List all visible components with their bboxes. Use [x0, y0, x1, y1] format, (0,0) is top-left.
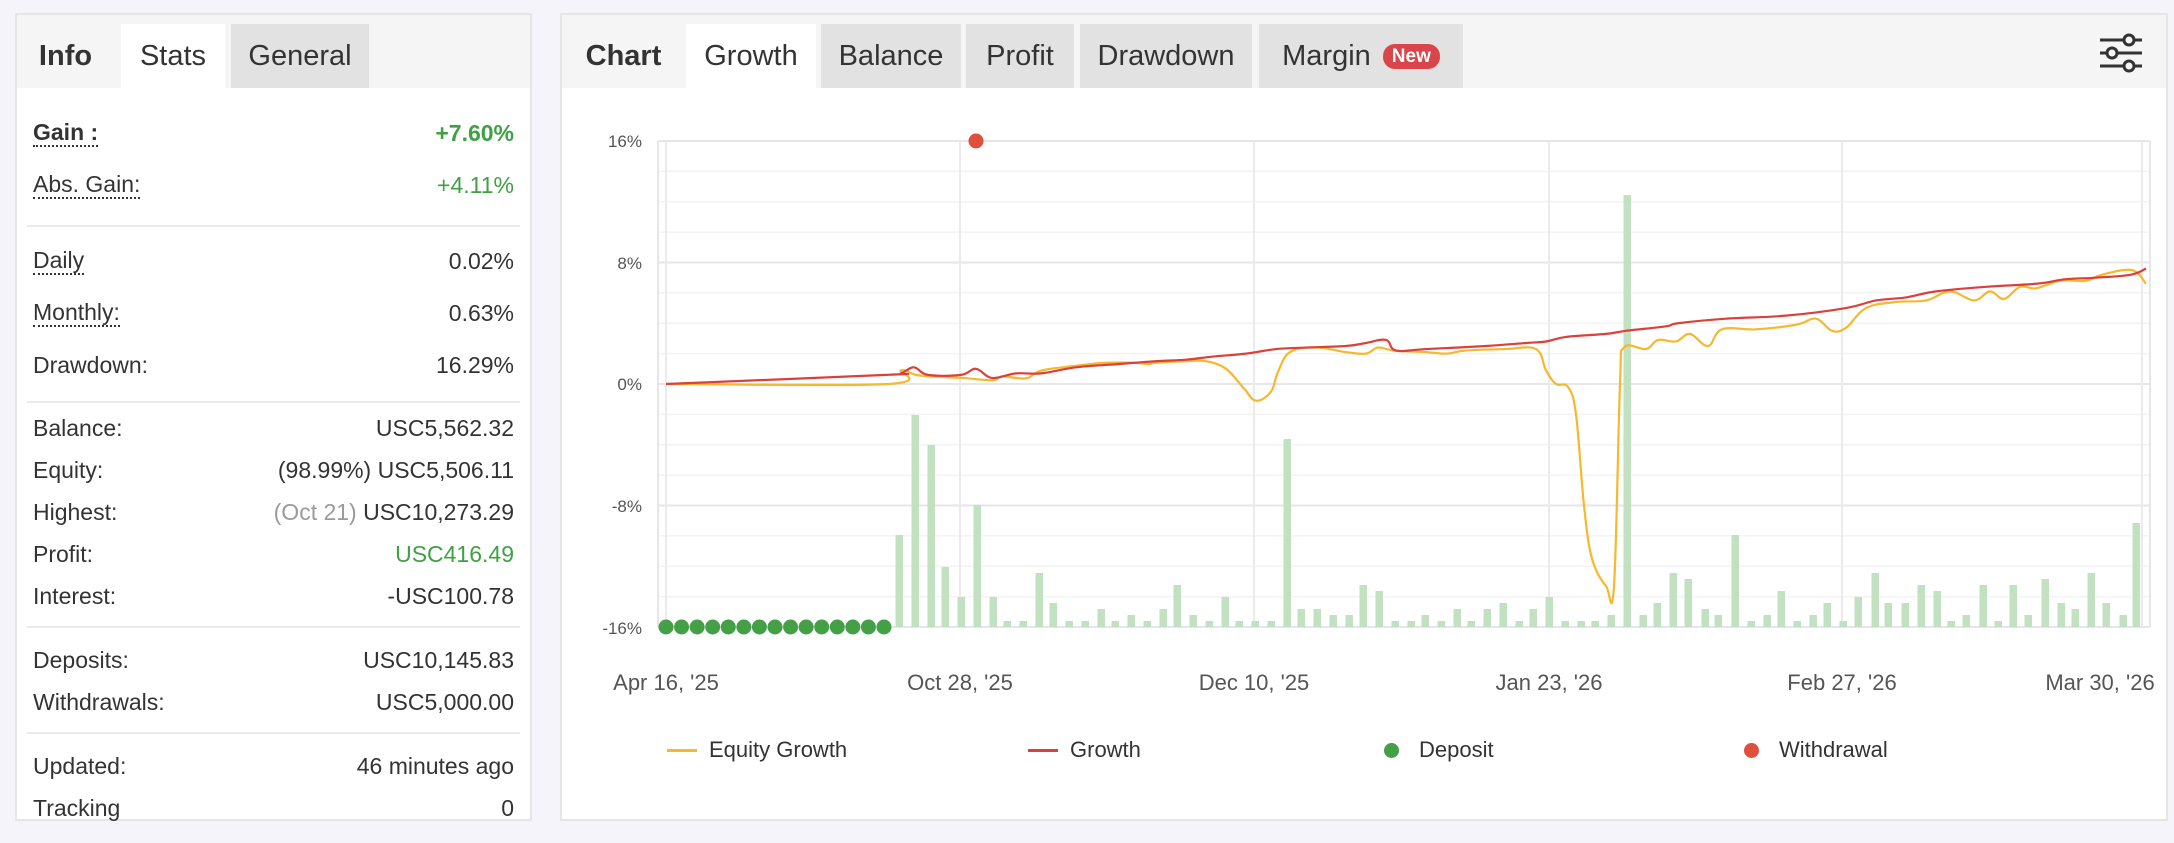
- stat-profit: Profit: USC416.49: [33, 534, 514, 574]
- legend-label: Growth: [1070, 737, 1141, 762]
- chart-tabbar: Chart Growth Balance Profit Drawdown Mar…: [562, 15, 2166, 88]
- tab-margin[interactable]: Margin New: [1259, 24, 1463, 88]
- legend-label: Withdrawal: [1779, 737, 1888, 762]
- account-stats-panel: Info Stats General Gain : +7.60% Abs. Ga…: [15, 13, 532, 821]
- stat-deposits: Deposits: USC10,145.83: [33, 640, 514, 680]
- daily-value: 0.02%: [448, 247, 514, 274]
- stat-tracking: Tracking 0: [33, 788, 514, 828]
- y-tick: 16%: [607, 132, 642, 151]
- stat-drawdown: Drawdown: 16.29%: [33, 345, 514, 385]
- legend-label: Equity Growth: [709, 737, 848, 762]
- gain-value: +7.60%: [435, 119, 514, 146]
- chart-settings-button[interactable]: [2098, 33, 2144, 77]
- stat-equity: Equity: (98.99%) USC5,506.11: [33, 450, 514, 490]
- stat-balance: Balance: USC5,562.32: [33, 408, 514, 448]
- divider: [27, 225, 520, 227]
- abs-gain-label[interactable]: Abs. Gain:: [33, 170, 141, 199]
- stat-interest: Interest: -USC100.78: [33, 576, 514, 616]
- profit-value: USC416.49: [395, 540, 514, 567]
- legend-equity-growth[interactable]: Equity Growth: [667, 735, 847, 765]
- legend-dot-icon: [1384, 742, 1399, 758]
- withdrawals-label: Withdrawals:: [33, 688, 165, 715]
- x-tick: Feb 27, '26: [1787, 670, 1897, 695]
- tab-info[interactable]: Info: [38, 39, 93, 72]
- interest-label: Interest:: [33, 582, 117, 609]
- stat-updated: Updated: 46 minutes ago: [33, 746, 514, 786]
- stats-tabbar: Info Stats General: [17, 15, 530, 88]
- interest-value: -USC100.78: [387, 582, 514, 609]
- highest-value-group: (Oct 21) USC10,273.29: [274, 499, 514, 526]
- monthly-label[interactable]: Monthly:: [33, 298, 120, 327]
- tab-profit[interactable]: Profit: [966, 24, 1074, 88]
- x-tick: Mar 30, '26: [2045, 670, 2155, 695]
- x-tick: Dec 10, '25: [1198, 670, 1310, 695]
- x-tick: Jan 23, '26: [1495, 670, 1603, 695]
- deposits-value: USC10,145.83: [363, 646, 514, 673]
- abs-gain-value: +4.11%: [437, 171, 514, 198]
- tab-growth[interactable]: Growth: [686, 24, 816, 88]
- legend-withdrawal[interactable]: Withdrawal: [1744, 735, 1888, 765]
- updated-value: 46 minutes ago: [356, 752, 514, 779]
- daily-label[interactable]: Daily: [33, 246, 85, 275]
- balance-value: USC5,562.32: [375, 414, 514, 441]
- legend-dot-icon: [1744, 742, 1759, 758]
- legend-growth[interactable]: Growth: [1028, 735, 1141, 765]
- highest-value: USC10,273.29: [363, 498, 514, 525]
- highest-date: (Oct 21): [273, 498, 357, 525]
- divider: [27, 401, 520, 403]
- equity-label: Equity:: [33, 456, 104, 483]
- legend-line-icon: [667, 748, 697, 752]
- divider: [27, 732, 520, 734]
- tab-balance[interactable]: Balance: [821, 24, 961, 88]
- tracking-label: Tracking: [33, 794, 121, 821]
- tab-stats[interactable]: Stats: [121, 24, 225, 88]
- equity-value-group: (98.99%) USC5,506.11: [278, 457, 514, 484]
- y-tick: -8%: [611, 497, 642, 516]
- legend-line-icon: [1028, 748, 1058, 752]
- balance-label: Balance:: [33, 414, 123, 441]
- highest-label: Highest:: [33, 498, 118, 525]
- stat-monthly: Monthly: 0.63%: [33, 293, 514, 333]
- drawdown-label: Drawdown:: [33, 351, 149, 378]
- equity-percent: (98.99%): [277, 456, 372, 483]
- legend-label: Deposit: [1419, 737, 1494, 762]
- stat-daily: Daily 0.02%: [33, 241, 514, 281]
- tab-margin-label: Margin: [1282, 39, 1371, 72]
- stat-abs-gain: Abs. Gain: +4.11%: [33, 165, 514, 205]
- x-tick: Apr 16, '25: [613, 670, 719, 695]
- sliders-icon: [2100, 33, 2142, 73]
- profit-label: Profit:: [33, 540, 94, 567]
- tab-chart: Chart: [585, 39, 662, 72]
- tab-general[interactable]: General: [231, 24, 369, 88]
- y-tick: -16%: [602, 619, 642, 638]
- chart-panel: Chart Growth Balance Profit Drawdown Mar…: [560, 13, 2168, 821]
- y-tick: 0%: [617, 375, 642, 394]
- stat-highest: Highest: (Oct 21) USC10,273.29: [33, 492, 514, 532]
- new-badge: New: [1382, 43, 1440, 69]
- divider: [27, 626, 520, 628]
- stat-gain: Gain : +7.60%: [33, 113, 514, 153]
- tab-drawdown[interactable]: Drawdown: [1080, 24, 1252, 88]
- stat-withdrawals: Withdrawals: USC5,000.00: [33, 682, 514, 722]
- legend-deposit[interactable]: Deposit: [1384, 735, 1494, 765]
- monthly-value: 0.63%: [448, 299, 514, 326]
- x-tick: Oct 28, '25: [907, 670, 1013, 695]
- y-tick: 8%: [617, 254, 642, 273]
- equity-value: USC5,506.11: [377, 456, 514, 483]
- tracking-value: 0: [501, 794, 514, 821]
- drawdown-value: 16.29%: [435, 351, 514, 378]
- withdrawals-value: USC5,000.00: [375, 688, 514, 715]
- gain-label[interactable]: Gain :: [33, 118, 99, 147]
- deposits-label: Deposits:: [33, 646, 129, 673]
- growth-chart[interactable]: [562, 15, 2166, 819]
- updated-label: Updated:: [33, 752, 127, 779]
